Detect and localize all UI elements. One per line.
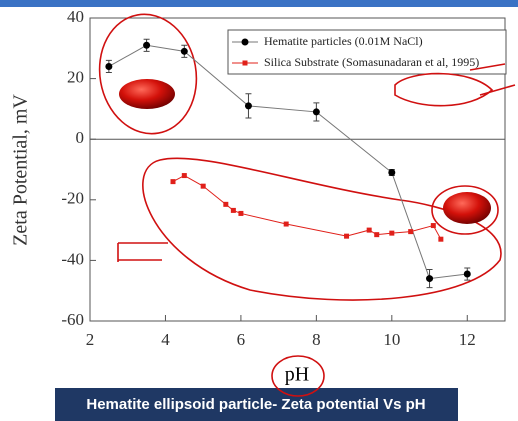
- data-point: [389, 231, 394, 236]
- legend-label: Hematite particles (0.01M NaCl): [264, 34, 423, 48]
- data-point: [143, 42, 150, 49]
- legend-marker: [243, 61, 248, 66]
- legend-marker: [242, 39, 249, 46]
- data-point: [438, 237, 443, 242]
- caption: Hematite ellipsoid particle- Zeta potent…: [86, 396, 425, 413]
- y-tick-label: 40: [67, 7, 84, 26]
- x-axis-label: pH: [285, 364, 309, 386]
- data-point: [223, 202, 228, 207]
- y-tick-label: 20: [67, 68, 84, 87]
- y-tick-label: -60: [61, 310, 84, 329]
- data-point: [408, 229, 413, 234]
- x-tick-label: 6: [237, 330, 246, 349]
- data-point: [105, 63, 112, 70]
- data-point: [181, 48, 188, 55]
- data-point: [388, 169, 395, 176]
- legend-label: Silica Substrate (Somasunadaran et al, 1…: [264, 55, 479, 69]
- y-tick-label: -20: [61, 189, 84, 208]
- x-tick-label: 4: [161, 330, 170, 349]
- screenshot: Zeta Potential, mV pH Hematite ellipsoid…: [0, 0, 518, 421]
- data-point: [238, 211, 243, 216]
- data-point: [431, 223, 436, 228]
- data-point: [231, 208, 236, 213]
- x-tick-label: 12: [459, 330, 476, 349]
- data-point: [367, 228, 372, 233]
- y-tick-label: -40: [61, 249, 84, 268]
- data-point: [344, 234, 349, 239]
- y-tick-label: 0: [76, 128, 85, 147]
- particle-icon: [119, 79, 175, 109]
- data-point: [245, 102, 252, 109]
- particle-icon: [443, 192, 491, 224]
- data-point: [313, 108, 320, 115]
- data-point: [171, 179, 176, 184]
- x-tick-label: 2: [86, 330, 95, 349]
- data-point: [464, 271, 471, 278]
- data-point: [374, 232, 379, 237]
- data-point: [182, 173, 187, 178]
- data-point: [426, 275, 433, 282]
- data-point: [284, 222, 289, 227]
- x-tick-label: 10: [383, 330, 400, 349]
- data-point: [201, 184, 206, 189]
- series-line: [173, 176, 441, 240]
- y-axis-label: Zeta Potential, mV: [10, 94, 32, 246]
- x-tick-label: 8: [312, 330, 321, 349]
